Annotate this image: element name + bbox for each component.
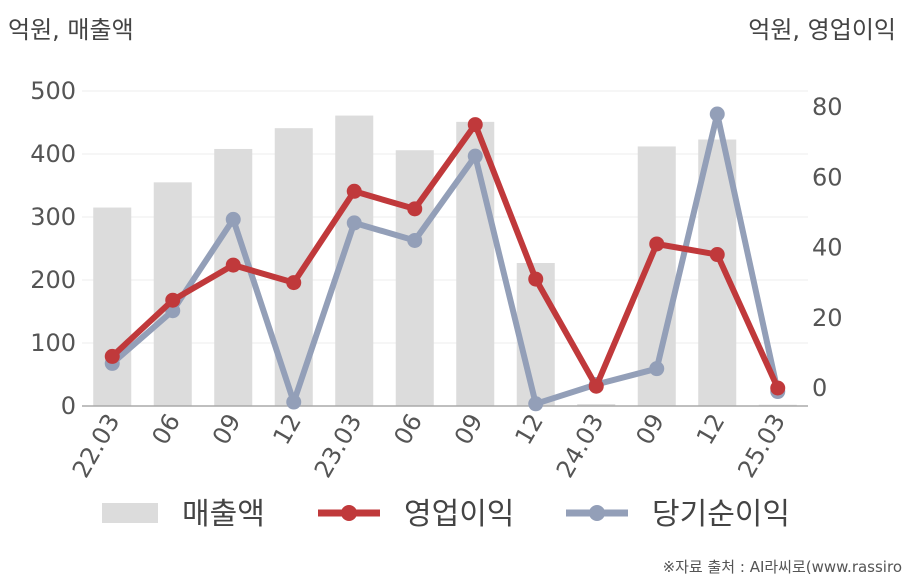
bar xyxy=(93,207,132,406)
line-series xyxy=(104,106,786,412)
legend-swatch xyxy=(566,505,628,521)
x-tick-label: 06 xyxy=(388,409,428,449)
x-tick-label: 25.03 xyxy=(732,409,791,483)
legend-label: 당기순이익 xyxy=(652,497,790,532)
left-tick-label: 400 xyxy=(30,140,76,168)
bar xyxy=(516,262,555,406)
data-point xyxy=(104,348,120,364)
x-tick-label: 09 xyxy=(207,409,247,449)
data-point xyxy=(467,117,483,133)
data-point xyxy=(649,361,665,377)
data-point xyxy=(165,292,181,308)
bar xyxy=(214,148,253,406)
left-tick-label: 0 xyxy=(61,392,76,420)
right-tick-label: 80 xyxy=(812,93,843,121)
data-point xyxy=(407,232,423,248)
right-tick-label: 40 xyxy=(812,234,843,262)
bar-series xyxy=(93,115,797,407)
data-point xyxy=(649,236,665,252)
data-point xyxy=(709,106,725,122)
data-point xyxy=(709,247,725,263)
data-point xyxy=(225,257,241,273)
x-tick-label: 12 xyxy=(691,409,731,449)
data-point xyxy=(286,394,302,410)
data-point xyxy=(346,215,362,231)
source-note: ※자료 출처 : AI라씨로(www.rassiro xyxy=(663,558,902,576)
data-point xyxy=(407,201,423,217)
left-axis-ticks: 0 100 200 300 400 500 xyxy=(30,77,76,420)
left-tick-label: 200 xyxy=(30,266,76,294)
x-tick-label: 09 xyxy=(449,409,489,449)
legend-label: 영업이익 xyxy=(404,497,514,532)
left-tick-label: 500 xyxy=(30,77,76,105)
legend-swatch xyxy=(318,505,380,521)
right-tick-label: 0 xyxy=(812,374,827,402)
left-tick-label: 300 xyxy=(30,203,76,231)
data-point xyxy=(346,183,362,199)
right-tick-label: 20 xyxy=(812,304,843,332)
x-tick-label: 22.03 xyxy=(67,409,126,483)
right-axis-unit: 억원, 영업이익 xyxy=(748,16,896,44)
legend-swatch xyxy=(102,503,158,523)
data-point xyxy=(286,275,302,291)
series-line xyxy=(109,121,781,391)
bar xyxy=(577,404,616,406)
right-tick-label: 60 xyxy=(812,163,843,191)
data-point xyxy=(467,148,483,164)
x-tick-label: 12 xyxy=(509,409,549,449)
x-tick-label: 09 xyxy=(630,409,670,449)
x-axis-ticks: 22.03 06 09 12 23.03 06 09 12 24.03 09 12 25.03 xyxy=(67,409,791,483)
left-axis-unit: 억원, 매출액 xyxy=(8,16,134,44)
x-tick-label: 12 xyxy=(267,409,307,449)
x-tick-label: 06 xyxy=(146,409,186,449)
left-tick-label: 100 xyxy=(30,329,76,357)
data-point xyxy=(528,396,544,412)
data-point xyxy=(770,380,786,396)
x-tick-label: 23.03 xyxy=(309,409,368,483)
data-point xyxy=(588,378,604,394)
legend: 매출액 영업이익 당기순이익 xyxy=(102,497,790,532)
x-tick-label: 24.03 xyxy=(551,409,610,483)
data-point xyxy=(528,271,544,287)
legend-label: 매출액 xyxy=(182,497,265,532)
right-axis-ticks: 0 20 40 60 80 xyxy=(812,93,843,402)
data-point xyxy=(225,211,241,227)
series-line xyxy=(109,111,781,407)
